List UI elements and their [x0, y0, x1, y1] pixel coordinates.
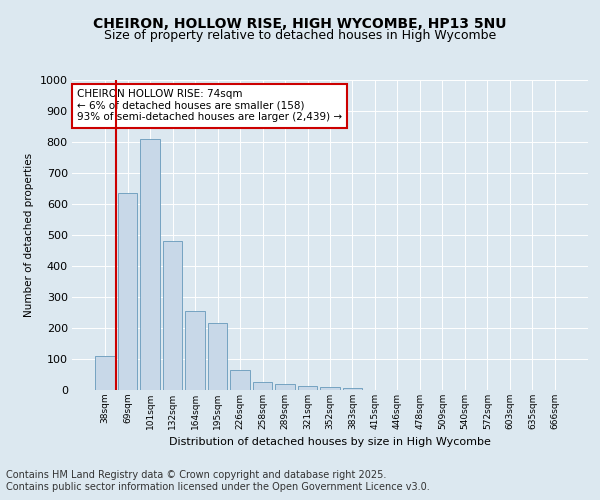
- Bar: [118, 193, 137, 390]
- Text: Contains HM Land Registry data © Crown copyright and database right 2025.: Contains HM Land Registry data © Crown c…: [6, 470, 386, 480]
- Text: Size of property relative to detached houses in High Wycombe: Size of property relative to detached ho…: [104, 29, 496, 42]
- Text: Contains public sector information licensed under the Open Government Licence v3: Contains public sector information licen…: [6, 482, 430, 492]
- Text: CHEIRON, HOLLOW RISE, HIGH WYCOMBE, HP13 5NU: CHEIRON, HOLLOW RISE, HIGH WYCOMBE, HP13…: [93, 18, 507, 32]
- Y-axis label: Number of detached properties: Number of detached properties: [24, 153, 34, 317]
- Bar: [320, 387, 340, 390]
- Bar: [185, 311, 205, 390]
- Text: CHEIRON HOLLOW RISE: 74sqm
← 6% of detached houses are smaller (158)
93% of semi: CHEIRON HOLLOW RISE: 74sqm ← 6% of detac…: [77, 90, 342, 122]
- Bar: [230, 370, 250, 390]
- X-axis label: Distribution of detached houses by size in High Wycombe: Distribution of detached houses by size …: [169, 438, 491, 448]
- Bar: [298, 386, 317, 390]
- Bar: [163, 241, 182, 390]
- Bar: [95, 356, 115, 390]
- Bar: [208, 324, 227, 390]
- Bar: [343, 388, 362, 390]
- Bar: [275, 384, 295, 390]
- Bar: [140, 139, 160, 390]
- Bar: [253, 382, 272, 390]
